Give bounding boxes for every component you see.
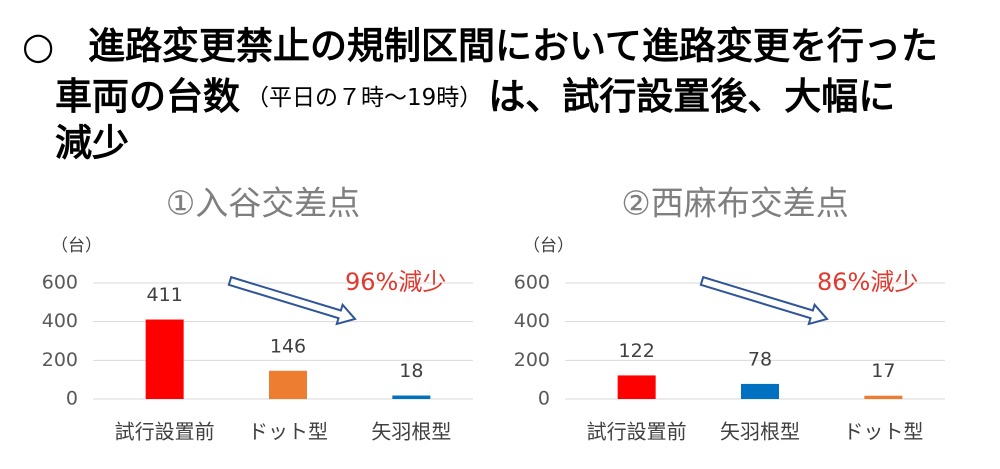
heading-text: は、試行設置後、大幅に [488,75,895,118]
bar [269,370,307,399]
annotation: 86%減少 [817,268,918,296]
x-tick-label: 矢羽根型 [371,420,451,444]
heading-line: 減少 [55,122,129,165]
heading-line: 進路変更禁止の規制区間において進路変更を行った [88,25,938,68]
x-tick-label: 試行設置前 [587,420,687,444]
annotation: 96%減少 [345,268,446,296]
y-tick-label: 400 [514,310,550,332]
bar [617,375,656,399]
trend-arrow [227,275,357,326]
value-label: 411 [147,284,183,306]
value-label: 17 [871,360,895,382]
value-label: 122 [619,340,655,362]
x-tick-label: 試行設置前 [115,420,215,444]
bar [741,383,779,399]
value-label: 18 [399,360,423,382]
bar [864,395,903,399]
x-tick-label: ドット型 [248,420,328,444]
y-tick-label: 0 [66,388,78,410]
y-tick-label: 600 [514,272,550,294]
value-label: 78 [748,348,772,370]
chart-title: ①入谷交差点 [166,184,361,223]
y-tick-label: 600 [42,272,78,294]
heading-note: （平日の７時～19時） [246,85,482,111]
chart-title: ②西麻布交差点 [621,184,849,223]
y-tick-label: 200 [42,349,78,371]
bar [392,395,431,399]
x-tick-label: 矢羽根型 [720,420,800,444]
y-axis-label: （台） [523,236,574,256]
value-label: 146 [270,335,306,357]
y-tick-label: 0 [538,388,550,410]
y-tick-label: 200 [514,349,550,371]
trend-arrow [699,275,829,326]
bullet: ○ [22,25,54,68]
heading-line: 車両の台数 （平日の７時～19時） は、試行設置後、大幅に [55,75,895,118]
heading-text: 車両の台数 [55,75,240,118]
bar [145,319,184,399]
x-tick-label: ドット型 [843,420,923,444]
y-axis-label: （台） [51,236,102,256]
y-tick-label: 400 [42,310,78,332]
